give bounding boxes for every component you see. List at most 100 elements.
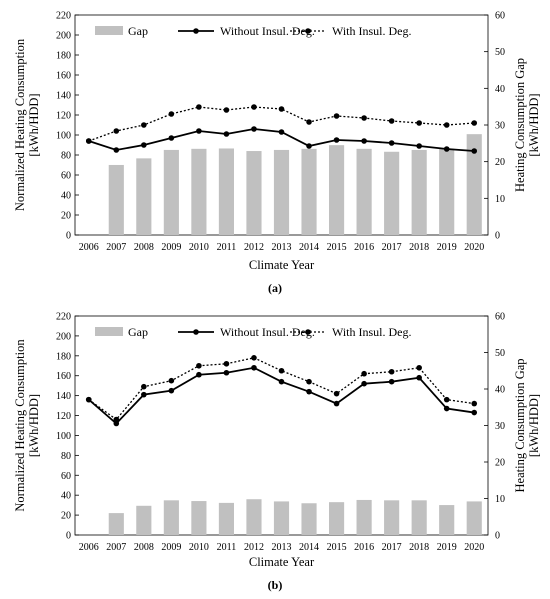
x-tick-label: 2009	[161, 542, 181, 553]
y-right-tick-label: 40	[495, 84, 505, 95]
with-insul-point	[471, 120, 478, 126]
y-left-tick-label: 120	[56, 411, 71, 422]
without-insul-point	[361, 138, 367, 144]
y-left-tick-label: 220	[56, 11, 71, 22]
y-left-tick-label: 160	[56, 371, 71, 382]
y-left-tick-label: 60	[61, 471, 71, 482]
x-tick-label: 2017	[382, 242, 402, 253]
with-insul-point	[333, 390, 340, 397]
with-insul-point	[443, 396, 450, 403]
x-tick-label: 2019	[437, 542, 457, 553]
without-insul-point	[443, 405, 450, 412]
without-insul-point	[471, 409, 478, 416]
gap-bar	[246, 151, 262, 235]
with-insul-point	[196, 362, 202, 369]
with-insul-point	[443, 122, 450, 128]
y-left-axis-unit: [kWh/HDD]	[27, 394, 41, 457]
x-tick-label: 2012	[244, 542, 264, 553]
y-left-axis-title: Normalized Heating Consumption	[13, 339, 27, 512]
legend-with-marker	[305, 28, 311, 34]
x-tick-label: 2014	[299, 542, 319, 553]
y-right-tick-label: 10	[495, 194, 505, 205]
gap-bar	[108, 164, 124, 235]
gap-bar	[301, 148, 317, 235]
y-right-axis-unit: [kWh/HDD]	[527, 93, 541, 156]
x-tick-label: 2018	[409, 542, 429, 553]
without-insul-point	[223, 369, 230, 376]
with-insul-point	[416, 120, 422, 126]
without-insul-point	[361, 380, 367, 387]
x-tick-label: 2020	[464, 542, 484, 553]
y-left-tick-label: 180	[56, 351, 71, 362]
gap-bar	[163, 149, 179, 235]
without-insul-point	[141, 142, 147, 148]
without-insul-line	[88, 366, 475, 425]
legend-without-label: Without Insul. Deg.	[220, 24, 315, 38]
legend-gap-label: Gap	[128, 24, 148, 38]
gap-bar	[108, 513, 124, 535]
x-tick-label: 2014	[299, 242, 319, 253]
y-left-tick-label: 20	[61, 211, 71, 222]
y-left-tick-label: 100	[56, 431, 71, 442]
with-insul-point	[85, 396, 92, 403]
with-insul-point	[361, 115, 367, 121]
x-tick-label: 2006	[79, 542, 99, 553]
without-insul-point	[196, 371, 202, 378]
gap-bar	[136, 505, 152, 535]
without-insul-point	[333, 137, 340, 143]
y-left-tick-label: 180	[56, 51, 71, 62]
y-right-tick-label: 50	[495, 348, 505, 359]
x-tick-label: 2019	[437, 242, 457, 253]
with-insul-point	[388, 368, 395, 375]
without-insul-point	[388, 140, 395, 146]
legend-gap-swatch	[95, 327, 123, 336]
y-left-axis-unit: [kWh/HDD]	[27, 93, 41, 156]
gap-bar	[246, 499, 262, 535]
x-tick-label: 2015	[327, 542, 347, 553]
y-left-tick-label: 120	[56, 111, 71, 122]
x-tick-label: 2018	[409, 242, 429, 253]
without-insul-point	[141, 391, 147, 398]
y-left-tick-label: 200	[56, 331, 71, 342]
panel-label: (a)	[268, 281, 282, 295]
gap-bar	[218, 148, 235, 235]
x-axis-title: Climate Year	[249, 555, 315, 569]
with-insul-point	[141, 383, 147, 390]
without-insul-point	[443, 146, 450, 152]
y-left-tick-label: 140	[56, 391, 71, 402]
y-left-tick-label: 200	[56, 31, 71, 42]
legend-without-label: Without Insul. Deg.	[220, 325, 315, 339]
gap-bar	[384, 151, 400, 235]
chart-panel-a: 0 20 40 60 80 100 120 140 160 180 200 220 0 10 20 30 40 5…	[13, 11, 541, 296]
gap-bar	[411, 500, 427, 535]
gap-bar	[328, 145, 345, 235]
gap-bar	[384, 500, 400, 535]
with-insul-line	[88, 106, 475, 142]
gap-bar	[328, 502, 345, 535]
without-insul-point	[416, 374, 422, 381]
y-right-tick-label: 0	[495, 231, 500, 242]
with-insul-point	[223, 360, 230, 367]
y-right-tick-label: 30	[495, 121, 505, 132]
y-right-tick-label: 40	[495, 385, 505, 396]
gap-bar	[356, 499, 372, 535]
x-tick-label: 2007	[106, 242, 126, 253]
without-insul-point	[333, 400, 340, 407]
x-tick-label: 2020	[464, 242, 484, 253]
without-insul-point	[471, 148, 478, 154]
x-tick-label: 2006	[79, 242, 99, 253]
without-insul-point	[113, 420, 120, 427]
with-insul-point	[306, 119, 312, 125]
y-left-tick-label: 80	[61, 451, 71, 462]
y-right-tick-label: 20	[495, 458, 505, 469]
without-insul-point	[168, 135, 175, 141]
x-tick-label: 2010	[189, 242, 209, 253]
with-insul-point	[278, 367, 285, 374]
without-insul-point	[196, 128, 202, 134]
gap-bar	[218, 502, 235, 535]
y-left-tick-label: 40	[61, 191, 71, 202]
with-insul-point	[471, 400, 478, 407]
y-left-axis-title: Normalized Heating Consumption	[13, 38, 27, 211]
with-insul-point	[168, 377, 175, 384]
